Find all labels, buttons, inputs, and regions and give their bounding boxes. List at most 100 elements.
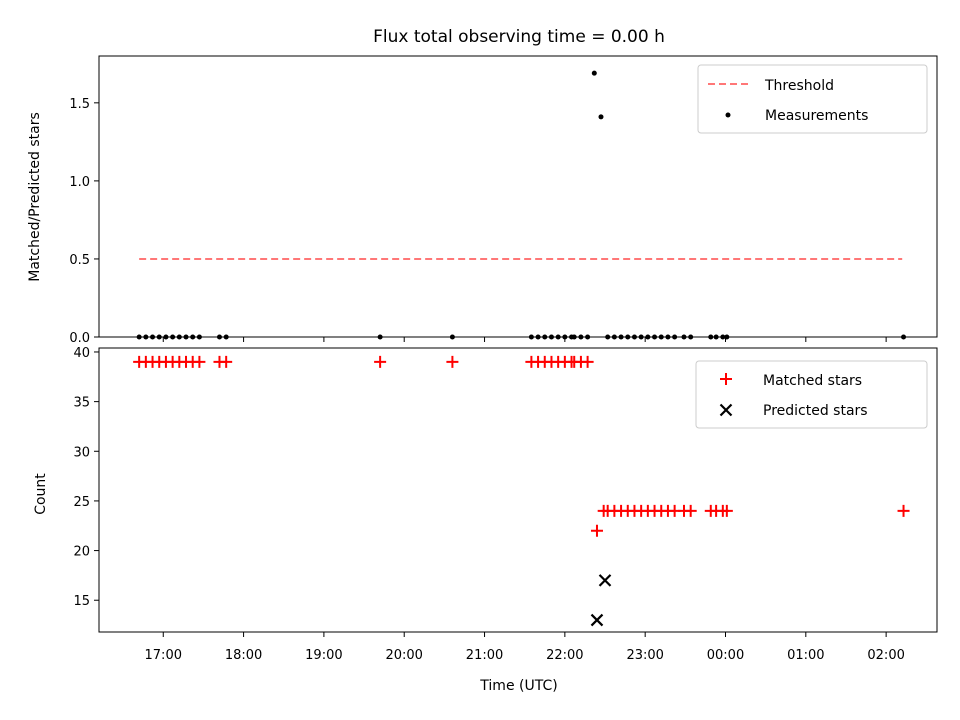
top-y-tick-label: 0.5 (69, 253, 90, 268)
x-axis-label: Time (UTC) (479, 678, 557, 694)
bottom-y-axis: 15 20 25 30 35 40 (73, 346, 99, 609)
count-points (133, 355, 910, 627)
bottom-y-axis-label: Count (33, 473, 49, 515)
measurement-point (713, 334, 719, 340)
measurement-point (652, 334, 658, 340)
x-tick-label: 01:00 (787, 648, 824, 663)
measurement-point (176, 334, 182, 340)
measurement-point (611, 334, 617, 340)
matched-star-marker (897, 504, 910, 517)
measurement-point (720, 334, 726, 340)
measurement-points (136, 70, 907, 340)
measurement-point (688, 334, 694, 340)
measurement-point (708, 334, 714, 340)
x-tick-label: 23:00 (626, 648, 663, 663)
bottom-y-tick-label: 35 (73, 396, 90, 411)
top-y-tick-label: 0.0 (69, 331, 90, 346)
top-legend: Threshold Measurements (697, 64, 928, 134)
measurement-point (555, 334, 561, 340)
measurement-point (631, 334, 637, 340)
x-tick-label: 02:00 (867, 648, 904, 663)
legend-matched-marker (720, 373, 732, 385)
x-tick-label: 00:00 (707, 648, 744, 663)
measurement-point (901, 334, 907, 340)
x-tick-label: 20:00 (385, 648, 422, 663)
bottom-y-tick-label: 40 (73, 346, 90, 361)
measurement-point (562, 334, 568, 340)
measurement-point (143, 334, 149, 340)
measurement-point (542, 334, 548, 340)
measurement-point (658, 334, 664, 340)
top-legend-box (697, 64, 928, 134)
measurement-point (528, 334, 534, 340)
measurement-point (665, 334, 671, 340)
top-x-tick-marks (162, 337, 887, 342)
measurement-point (598, 114, 604, 120)
legend-predicted-label: Predicted stars (763, 403, 868, 419)
top-y-axis: 0.0 0.5 1.0 1.5 (69, 97, 99, 346)
measurement-point (377, 334, 383, 340)
measurement-point (672, 334, 678, 340)
matched-star-marker (193, 355, 206, 368)
top-y-axis-label: Matched/Predicted stars (27, 112, 43, 282)
matched-star-marker (220, 355, 233, 368)
measurement-point (216, 334, 222, 340)
legend-matched-swatch (720, 373, 732, 385)
top-plot-frame (98, 55, 938, 338)
measurement-point (681, 334, 687, 340)
measurement-point (605, 334, 611, 340)
chart-title: Flux total observing time = 0.00 h (373, 27, 665, 47)
bottom-x-axis: 17:00 18:00 19:00 20:00 21:00 22:00 23:00 00:00… (145, 632, 905, 663)
legend-predicted-swatch (719, 403, 733, 417)
bottom-y-tick-label: 30 (73, 445, 90, 460)
measurement-point (645, 334, 651, 340)
measurement-point (548, 334, 554, 340)
bottom-y-tick-label: 15 (73, 594, 90, 609)
legend-predicted-marker (719, 403, 733, 417)
measurement-point (571, 334, 577, 340)
predicted-star-marker (598, 574, 612, 587)
measurement-point (136, 334, 142, 340)
measurement-point (578, 334, 584, 340)
measurement-point (618, 334, 624, 340)
top-panel: 0.0 0.5 1.0 1.5 Matched/Predicted stars Thr… (27, 55, 938, 346)
measurement-point (535, 334, 541, 340)
top-y-tick-label: 1.0 (69, 175, 90, 190)
legend-threshold-label: Threshold (764, 78, 834, 94)
matched-star-marker (684, 504, 697, 517)
x-tick-label: 17:00 (145, 648, 182, 663)
measurement-point (724, 334, 730, 340)
matched-star-marker (374, 355, 387, 368)
measurement-point (223, 334, 229, 340)
bottom-plot-frame (98, 347, 938, 633)
predicted-star-marker (590, 613, 604, 627)
matched-star-marker (446, 355, 459, 368)
bottom-legend: Matched stars Predicted stars (695, 360, 928, 429)
matched-star-marker (581, 355, 594, 368)
bottom-legend-box (695, 360, 928, 429)
measurement-point (170, 334, 176, 340)
measurement-point (183, 334, 189, 340)
matched-star-marker (590, 524, 603, 537)
matched-star-marker (720, 504, 733, 517)
bottom-y-tick-label: 20 (73, 545, 90, 560)
x-tick-label: 22:00 (546, 648, 583, 663)
bottom-y-tick-label: 25 (73, 495, 90, 510)
legend-measurements-label: Measurements (765, 108, 868, 124)
measurement-point (156, 334, 162, 340)
measurement-point (163, 334, 169, 340)
measurement-point (190, 334, 196, 340)
legend-measurements-swatch (725, 112, 731, 118)
x-tick-label: 18:00 (225, 648, 262, 663)
measurement-point (196, 334, 202, 340)
x-tick-label: 19:00 (305, 648, 342, 663)
x-tick-label: 21:00 (466, 648, 503, 663)
measurement-point (150, 334, 156, 340)
measurement-point (591, 70, 597, 76)
measurement-point (625, 334, 631, 340)
legend-matched-label: Matched stars (763, 373, 862, 389)
bottom-panel: 15 20 25 30 35 40 17:00 18:00 19:00 20:00 21:00 22… (33, 346, 938, 694)
measurement-point (585, 334, 591, 340)
top-y-tick-label: 1.5 (69, 97, 90, 112)
